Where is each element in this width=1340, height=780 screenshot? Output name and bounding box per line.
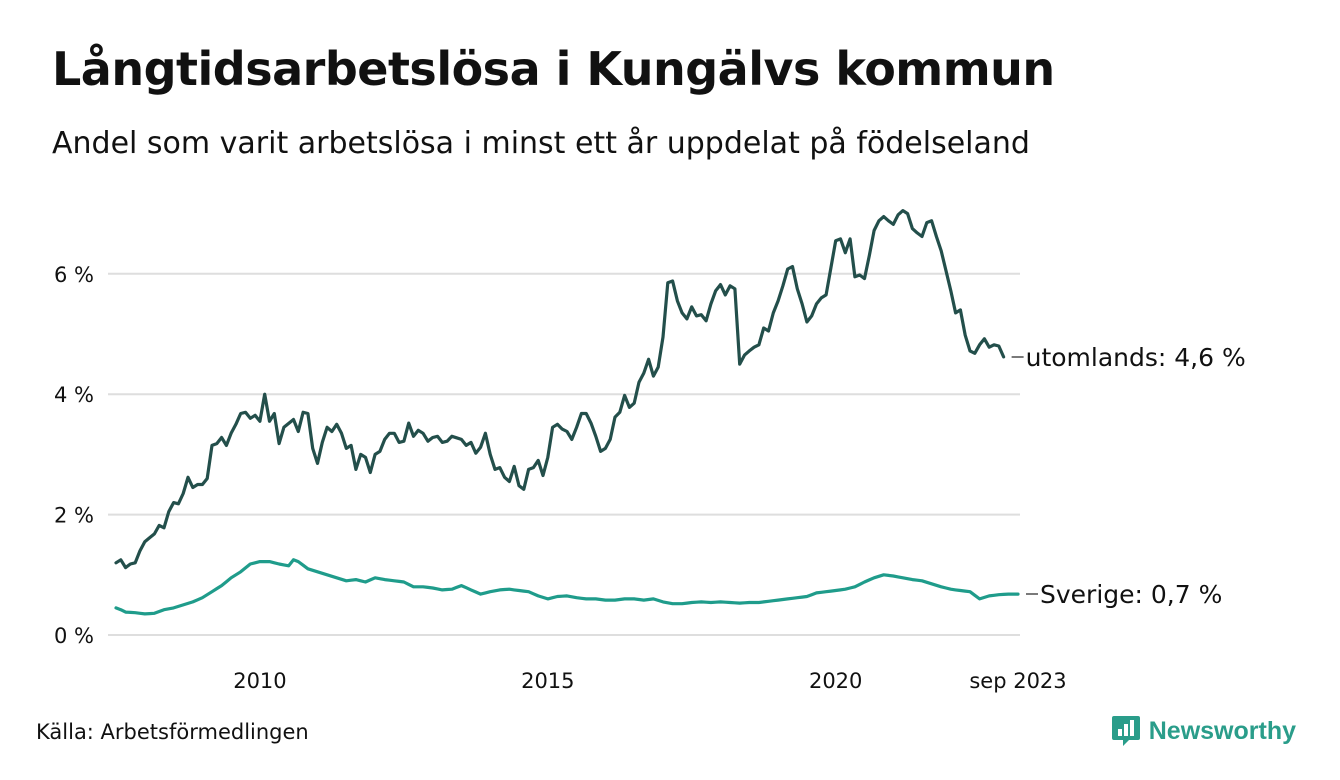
end-label-sverige: Sverige: 0,7 %	[1040, 580, 1222, 609]
y-tick-label: 4 %	[54, 383, 94, 407]
y-axis: 0 % 2 % 4 % 6 %	[54, 263, 94, 648]
x-axis: 2010 2015 2020 sep 2023	[233, 669, 1066, 693]
x-tick-label: sep 2023	[969, 669, 1066, 693]
x-tick-label: 2020	[809, 669, 862, 693]
newsworthy-logo-icon	[1111, 716, 1140, 746]
line-chart: 0 % 2 % 4 % 6 % 2010 2015 2020 sep 2023 utomla…	[54, 209, 1246, 693]
y-tick-label: 2 %	[54, 504, 94, 528]
chart-title: Långtidsarbetslösa i Kungälvs kommun	[52, 42, 1055, 96]
y-tick-label: 6 %	[54, 263, 94, 287]
brand-logo: Newsworthy	[1111, 714, 1296, 748]
y-tick-label: 0 %	[54, 624, 94, 648]
end-label-utomlands: utomlands: 4,6 %	[1026, 343, 1246, 372]
x-tick-label: 2015	[521, 669, 574, 693]
x-tick-label: 2010	[233, 669, 286, 693]
series-lines	[114, 209, 1020, 616]
brand-name: Newsworthy	[1148, 716, 1296, 745]
series-line-sverige	[114, 558, 1020, 616]
series-line-utomlands	[114, 209, 1006, 570]
end-labels: utomlands: 4,6 % Sverige: 0,7 %	[1011, 343, 1246, 609]
source-note: Källa: Arbetsförmedlingen	[36, 720, 309, 744]
gridlines	[108, 272, 1020, 636]
chart-subtitle: Andel som varit arbetslösa i minst ett å…	[52, 126, 1030, 161]
